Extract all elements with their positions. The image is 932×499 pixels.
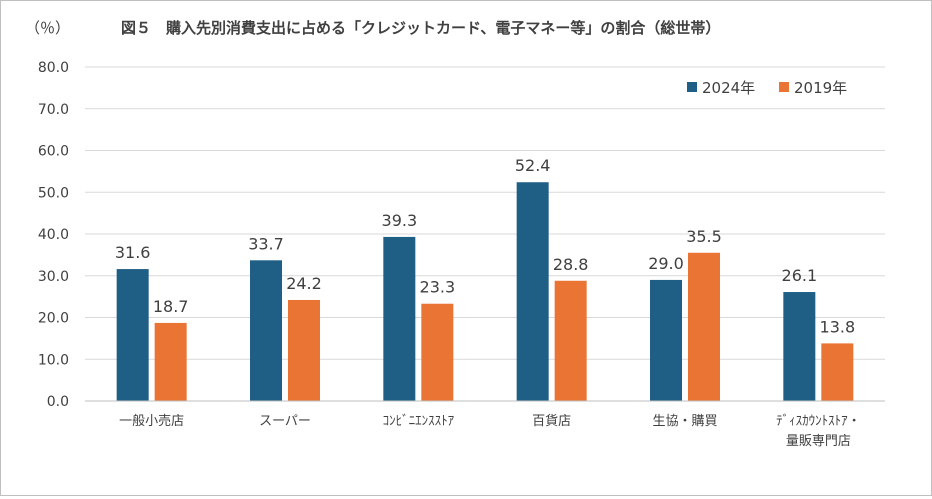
data-label: 26.1 — [782, 266, 818, 285]
bar-series1 — [383, 236, 416, 401]
x-tick-label: ｺﾝﾋﾞﾆｴﾝｽｽﾄｱ — [383, 414, 455, 429]
data-label: 24.2 — [286, 274, 322, 293]
y-axis: 0.0 10.0 20.0 30.0 40.0 50.0 60.0 70.0 80.0 — [38, 60, 69, 410]
y-tick-label: 10.0 — [38, 352, 69, 368]
legend-swatch — [687, 82, 697, 92]
data-label: 52.4 — [515, 156, 551, 175]
y-tick-label: 60.0 — [38, 144, 69, 160]
data-label: 35.5 — [686, 227, 722, 246]
bar-series1 — [650, 279, 682, 401]
y-tick-label: 30.0 — [38, 269, 69, 285]
x-tick-label: 百貨店 — [532, 413, 571, 429]
x-tick-label: 一般小売店 — [119, 413, 184, 429]
legend-label: 2019年 — [794, 79, 847, 97]
bar-series1 — [783, 292, 816, 401]
x-tick-label: ﾃﾞｨｽｶｳﾝﾄｽﾄｱ・ — [776, 414, 861, 429]
legend: 2024年 2019年 — [687, 79, 847, 97]
y-tick-label: 80.0 — [38, 60, 69, 76]
bar-series2 — [154, 322, 187, 401]
x-axis: 一般小売店 スーパー ｺﾝﾋﾞﾆｴﾝｽｽﾄｱ 百貨店 生協・購買 ﾃﾞｨｽｶｳﾝﾄｽﾄｱ・… — [85, 400, 885, 449]
gridlines — [85, 66, 885, 360]
x-tick-label: 生協・購買 — [652, 414, 717, 429]
data-label: 28.8 — [553, 255, 589, 274]
data-label: 33.7 — [248, 234, 284, 253]
bar-series1 — [250, 260, 282, 401]
data-label: 31.6 — [115, 243, 151, 262]
bar-series2 — [554, 280, 587, 401]
bar-series2 — [821, 343, 854, 401]
y-tick-label: 20.0 — [38, 311, 69, 327]
bar-series2 — [288, 299, 320, 401]
data-label: 18.7 — [153, 297, 189, 316]
bars: 31.6 18.7 33.7 24.2 39.3 23.3 52.4 28.8 29.035.5… — [115, 156, 855, 401]
data-label: 39.3 — [382, 211, 418, 230]
x-tick-label: スーパー — [259, 414, 311, 429]
data-label: 13.8 — [820, 317, 856, 336]
unit-label: （％） — [25, 19, 70, 37]
bar-series2 — [688, 252, 720, 401]
legend-label: 2024年 — [702, 79, 755, 97]
y-tick-label: 70.0 — [38, 102, 69, 118]
bar-series1 — [516, 182, 549, 401]
bar-series1 — [116, 269, 149, 401]
y-tick-label: 40.0 — [38, 227, 69, 243]
data-label: 23.3 — [420, 278, 456, 297]
data-label: 29.0 — [648, 254, 684, 273]
chart-title: 図５ 購入先別消費支出に占める「クレジットカード、電子マネー等」の割合（総世帯） — [121, 19, 720, 37]
bar-series2 — [421, 303, 454, 401]
y-tick-label: 50.0 — [38, 185, 69, 201]
legend-swatch — [779, 82, 789, 92]
x-tick-label: 量販専門店 — [786, 434, 851, 449]
y-tick-label: 0.0 — [47, 394, 69, 410]
